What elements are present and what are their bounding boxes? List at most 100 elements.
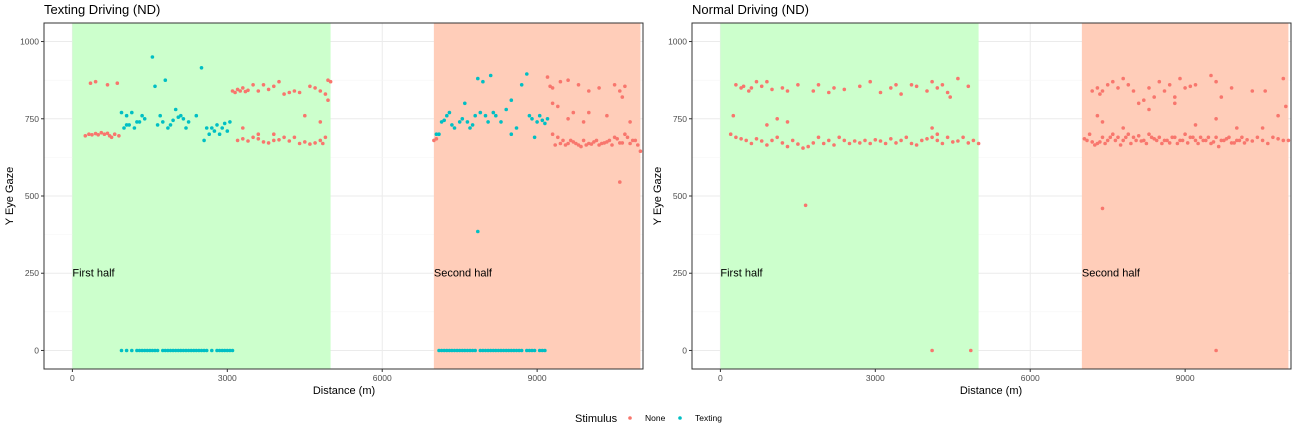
panel-texting-driving: Texting Driving (ND) First half Second ha… xyxy=(4,2,644,397)
data-point xyxy=(179,348,183,353)
data-point xyxy=(112,132,117,136)
data-point xyxy=(150,348,155,353)
data-point xyxy=(486,120,490,124)
data-point xyxy=(228,120,232,124)
data-point xyxy=(1206,135,1211,140)
data-point xyxy=(292,89,297,93)
data-point xyxy=(537,348,542,353)
data-point xyxy=(473,113,478,118)
data-point xyxy=(256,89,261,93)
data-point xyxy=(1157,135,1162,140)
data-point xyxy=(277,79,281,84)
data-point xyxy=(618,180,622,184)
data-point xyxy=(137,120,142,124)
data-point xyxy=(235,138,240,143)
data-point xyxy=(1147,132,1151,136)
data-point xyxy=(1214,348,1218,353)
data-point xyxy=(476,229,480,234)
data-point xyxy=(137,348,142,353)
data-point xyxy=(251,83,255,87)
data-point xyxy=(625,135,630,140)
data-point xyxy=(615,137,619,141)
data-point xyxy=(1162,138,1167,143)
x-tick-label: 0 xyxy=(70,373,75,383)
data-point xyxy=(930,79,934,84)
data-point xyxy=(1191,135,1195,140)
data-point xyxy=(303,113,307,118)
data-point xyxy=(1131,89,1136,93)
data-point xyxy=(1129,141,1133,146)
data-point xyxy=(940,83,945,87)
data-point xyxy=(494,113,498,118)
data-point xyxy=(553,143,557,147)
data-point xyxy=(1237,138,1242,143)
data-point xyxy=(930,348,934,353)
y-tick-label: 750 xyxy=(25,114,39,124)
data-point xyxy=(292,135,297,140)
data-point xyxy=(623,84,627,89)
data-point xyxy=(225,348,230,353)
data-point xyxy=(181,117,186,121)
data-point xyxy=(775,117,779,121)
data-point xyxy=(328,79,333,84)
legend: Stimulus None Texting xyxy=(575,413,722,425)
data-point xyxy=(1121,76,1125,81)
data-point xyxy=(238,89,242,93)
data-point xyxy=(499,348,503,353)
data-point xyxy=(261,140,266,144)
data-point xyxy=(202,348,206,353)
data-point xyxy=(883,141,888,146)
data-point xyxy=(589,142,594,146)
data-point xyxy=(956,76,960,81)
data-point xyxy=(1250,139,1255,143)
data-point xyxy=(543,348,547,353)
data-point xyxy=(145,348,150,353)
data-point xyxy=(124,348,129,353)
data-point xyxy=(1260,138,1265,143)
data-point xyxy=(282,135,286,140)
data-point xyxy=(220,348,224,353)
y-tick-label: 0 xyxy=(682,345,687,355)
data-point xyxy=(930,126,934,130)
data-point xyxy=(499,120,503,124)
data-point xyxy=(878,90,883,95)
data-point xyxy=(90,133,94,137)
data-point xyxy=(1235,126,1239,130)
data-point xyxy=(935,138,940,143)
data-point xyxy=(1082,137,1087,141)
region-annotation: Second half xyxy=(434,267,493,279)
data-point xyxy=(308,84,312,89)
data-point xyxy=(468,126,472,130)
data-point xyxy=(525,348,529,353)
data-point xyxy=(770,87,774,92)
data-point xyxy=(803,203,808,208)
data-point xyxy=(256,137,261,141)
data-point xyxy=(225,129,230,133)
data-point xyxy=(297,90,302,95)
data-point xyxy=(576,83,581,87)
data-point xyxy=(568,138,573,143)
y-tick-label: 1000 xyxy=(20,37,39,47)
data-point xyxy=(233,90,237,95)
data-point xyxy=(450,123,454,127)
data-point xyxy=(581,120,586,124)
data-point xyxy=(904,135,909,140)
data-point xyxy=(1227,135,1231,140)
data-point xyxy=(140,348,144,353)
data-point xyxy=(1139,139,1144,143)
data-point xyxy=(1100,206,1105,211)
data-point xyxy=(545,75,550,79)
data-point xyxy=(785,120,790,124)
data-point xyxy=(1167,83,1172,87)
data-point xyxy=(1214,79,1218,84)
data-point xyxy=(540,348,545,353)
data-point xyxy=(587,89,591,93)
data-point xyxy=(246,139,250,143)
x-axis-label: Distance (m) xyxy=(960,385,1022,397)
data-point xyxy=(1124,135,1128,140)
data-point xyxy=(519,83,524,87)
data-point xyxy=(105,131,110,136)
data-point xyxy=(212,129,217,133)
data-point xyxy=(1193,138,1198,143)
data-point xyxy=(961,135,965,140)
